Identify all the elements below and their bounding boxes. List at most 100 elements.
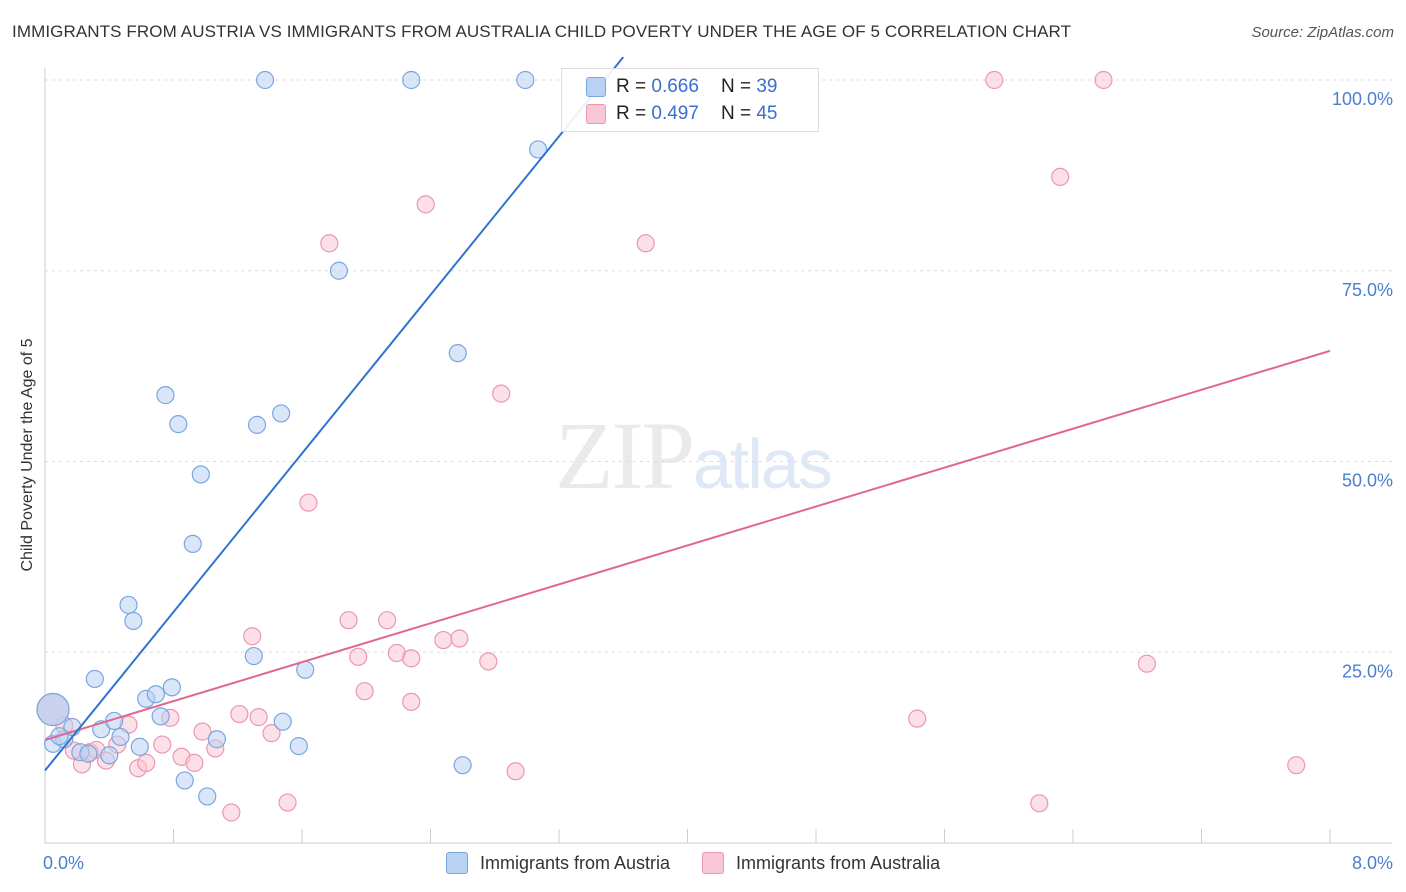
australia-point-25 bbox=[339, 611, 358, 630]
austria-point-26 bbox=[247, 415, 267, 434]
austria-points bbox=[36, 70, 548, 806]
austria-point-22 bbox=[191, 465, 210, 484]
watermark-zip: ZIP bbox=[555, 402, 695, 509]
correlation-legend: R = 0.666 N = 39 R = 0.497 N = 45 bbox=[561, 68, 819, 132]
australia-point-14 bbox=[185, 753, 204, 772]
austria-point-20 bbox=[175, 771, 194, 790]
austria-point-18 bbox=[162, 678, 181, 697]
austria-point-25 bbox=[244, 646, 263, 666]
australia-point-35 bbox=[479, 652, 498, 671]
watermark: ZIPatlas bbox=[555, 400, 833, 511]
chart-title: IMMIGRANTS FROM AUSTRIA VS IMMIGRANTS FR… bbox=[12, 22, 1072, 41]
australia-point-28 bbox=[378, 611, 397, 630]
australia-point-37 bbox=[506, 762, 525, 781]
austria-legend-swatch bbox=[446, 852, 468, 874]
austria-point-23 bbox=[198, 787, 217, 806]
australia-point-23 bbox=[299, 493, 318, 512]
austria-point-10 bbox=[111, 727, 130, 747]
y-tick-label-50: 50.0% bbox=[1342, 471, 1393, 491]
australia-swatch bbox=[586, 104, 606, 124]
australia-legend-label: Immigrants from Australia bbox=[736, 852, 941, 873]
y-tick-label-100: 100.0% bbox=[1332, 89, 1393, 109]
x-tick-label-min: 0.0% bbox=[43, 853, 84, 873]
australia-point-10 bbox=[137, 753, 156, 772]
australia-point-42 bbox=[1051, 167, 1070, 187]
austria-legend-label: Immigrants from Austria bbox=[480, 852, 671, 873]
australia-point-21 bbox=[262, 724, 281, 743]
australia-point-36 bbox=[492, 384, 511, 403]
australia-point-22 bbox=[278, 793, 297, 812]
australia-point-32 bbox=[416, 195, 435, 214]
chart-source: Source: ZipAtlas.com bbox=[1251, 24, 1394, 41]
australia-point-15 bbox=[193, 722, 212, 741]
austria-point-32 bbox=[329, 261, 349, 280]
australia-r-label: R = bbox=[616, 103, 647, 124]
australia-point-44 bbox=[1137, 654, 1156, 673]
legend-row-austria: R = 0.666 N = 39 bbox=[586, 75, 777, 99]
austria-point-8 bbox=[100, 746, 119, 765]
australia-point-17 bbox=[222, 803, 241, 822]
austria-point-29 bbox=[273, 712, 292, 731]
austria-r-value: 0.666 bbox=[651, 76, 699, 97]
austria-point-6 bbox=[85, 669, 104, 689]
austria-point-24 bbox=[207, 730, 226, 749]
australia-point-27 bbox=[355, 682, 374, 701]
australia-point-31 bbox=[402, 692, 421, 711]
australia-point-19 bbox=[243, 627, 262, 646]
legend-item-australia[interactable]: Immigrants from Australia bbox=[702, 852, 940, 874]
austria-point-11 bbox=[119, 595, 138, 615]
austria-swatch bbox=[586, 77, 606, 97]
austria-point-19 bbox=[169, 415, 188, 434]
australia-r-value: 0.497 bbox=[651, 103, 699, 124]
trend-lines bbox=[44, 56, 1331, 772]
tick-labels: 25.0% 50.0% 75.0% 100.0% 0.0% 8.0% bbox=[43, 89, 1393, 873]
austria-point-13 bbox=[130, 737, 149, 756]
australia-point-11 bbox=[153, 735, 172, 754]
austria-point-28 bbox=[272, 404, 291, 423]
austria-point-27 bbox=[255, 70, 275, 90]
australia-point-26 bbox=[349, 647, 368, 666]
austria-point-12 bbox=[124, 611, 143, 631]
australia-point-39 bbox=[908, 709, 927, 728]
watermark-atlas: atlas bbox=[693, 425, 833, 503]
austria-point-33 bbox=[402, 70, 421, 90]
australia-point-33 bbox=[434, 630, 453, 650]
austria-point-15 bbox=[146, 685, 165, 704]
austria-point-21 bbox=[183, 534, 202, 554]
austria-point-35 bbox=[453, 756, 472, 775]
axes bbox=[44, 68, 1392, 844]
australia-point-38 bbox=[636, 234, 655, 253]
austria-point-0 bbox=[36, 692, 70, 727]
australia-point-30 bbox=[402, 649, 421, 668]
australia-point-41 bbox=[1030, 794, 1049, 813]
australia-point-18 bbox=[230, 704, 249, 724]
austria-point-5 bbox=[79, 744, 98, 763]
australia-points bbox=[36, 70, 1306, 822]
australia-legend-swatch bbox=[702, 852, 725, 874]
austria-point-30 bbox=[289, 736, 308, 756]
australia-n-label: N = bbox=[720, 103, 752, 124]
australia-point-20 bbox=[249, 708, 268, 727]
grid bbox=[45, 79, 1392, 653]
legend-row-australia: R = 0.497 N = 45 bbox=[586, 102, 777, 126]
x-tick-label-max: 8.0% bbox=[1352, 853, 1393, 873]
austria-point-36 bbox=[516, 70, 535, 90]
austria-n-label: N = bbox=[720, 76, 752, 97]
y-tick-label-75: 75.0% bbox=[1342, 280, 1393, 300]
australia-trend-line bbox=[44, 349, 1331, 741]
australia-point-40 bbox=[985, 70, 1004, 90]
austria-trend-line bbox=[44, 56, 625, 772]
australia-point-34 bbox=[450, 629, 469, 648]
austria-point-34 bbox=[448, 344, 467, 363]
austria-r-label: R = bbox=[616, 76, 647, 97]
austria-n-value: 39 bbox=[756, 76, 778, 97]
y-tick-label-25: 25.0% bbox=[1342, 661, 1393, 681]
australia-point-24 bbox=[320, 234, 339, 253]
australia-n-value: 45 bbox=[756, 103, 778, 124]
austria-point-17 bbox=[156, 386, 175, 405]
austria-point-37 bbox=[529, 140, 548, 159]
series-legend: Immigrants from Austria Immigrants from … bbox=[446, 852, 972, 874]
austria-point-16 bbox=[151, 707, 170, 726]
legend-item-austria[interactable]: Immigrants from Austria bbox=[446, 852, 670, 874]
